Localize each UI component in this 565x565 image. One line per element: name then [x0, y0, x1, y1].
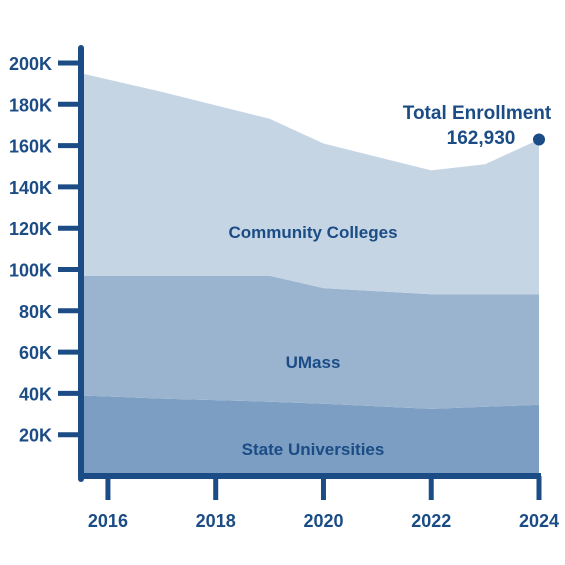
y-tick-label: 120K — [9, 219, 52, 239]
x-tick-label: 2018 — [196, 511, 236, 531]
y-tick-label: 160K — [9, 137, 52, 157]
y-tick-label: 100K — [9, 261, 52, 281]
total-enrollment-marker — [533, 133, 545, 146]
y-tick-label: 60K — [19, 343, 52, 363]
series-label-state-universities: State Universities — [242, 440, 385, 459]
area-umass — [81, 275, 539, 409]
y-tick-label: 140K — [9, 178, 52, 198]
x-tick-label: 2022 — [411, 511, 451, 531]
area-community-colleges — [81, 73, 539, 295]
x-tick-label: 2020 — [303, 511, 343, 531]
y-tick-label: 200K — [9, 54, 52, 74]
series-label-umass: UMass — [286, 353, 341, 372]
series-label-community-colleges: Community Colleges — [228, 223, 397, 242]
y-tick-label: 40K — [19, 384, 52, 404]
y-tick-label: 180K — [9, 95, 52, 115]
annotation-value: 162,930 — [447, 128, 516, 149]
y-tick-label: 20K — [19, 426, 52, 446]
annotation-title: Total Enrollment — [403, 103, 552, 124]
y-tick-label: 80K — [19, 302, 52, 322]
x-tick-label: 2016 — [88, 511, 128, 531]
x-tick-label: 2024 — [519, 511, 559, 531]
area-state-universities — [81, 395, 539, 476]
